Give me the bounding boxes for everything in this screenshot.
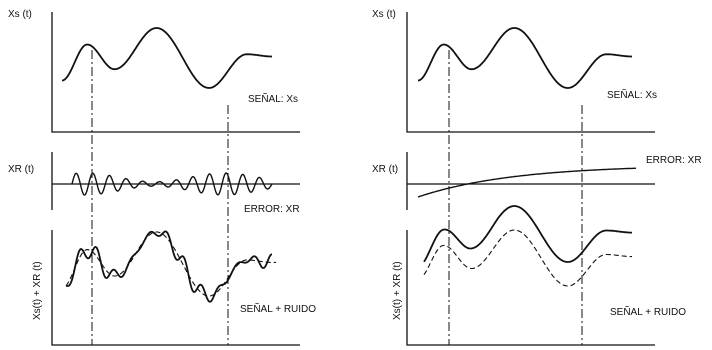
right-sum-axes (406, 230, 655, 346)
right-signal-curve (417, 27, 632, 89)
right-signal-axes (406, 12, 655, 133)
right-signal-y-label: Xs (t) (372, 9, 396, 20)
right-signal-dashed-curve (423, 229, 632, 287)
right-signal-caption: SEÑAL: Xs (607, 88, 657, 101)
left-error-caption: ERROR: XR (244, 204, 300, 215)
left-signal-axes (51, 12, 300, 133)
right-error-y-label: XR (t) (372, 164, 398, 175)
left-sum-y-label: Xs(t) + XR (t) (32, 261, 43, 320)
left-error-axes (51, 152, 300, 210)
left-sum-caption: SEÑAL + RUIDO (240, 302, 316, 315)
left-column: Xs (t) SEÑAL: Xs XR (t) ERROR: XR Xs(t) … (8, 9, 316, 346)
left-signal-caption: SEÑAL: Xs (248, 92, 298, 105)
right-error-curve (417, 167, 637, 198)
left-error-curve (71, 172, 273, 196)
right-sum-y-label: Xs(t) + XR (t) (392, 261, 403, 320)
left-sum-curve (65, 230, 272, 303)
right-error-axes (406, 152, 655, 210)
left-signal-curve (61, 27, 272, 89)
right-column: Xs (t) SEÑAL: Xs XR (t) ERROR: XR Xs(t) … (372, 9, 702, 346)
left-sum-axes (51, 230, 300, 346)
right-error-caption: ERROR: XR (646, 155, 702, 166)
left-error-y-label: XR (t) (8, 164, 34, 175)
left-signal-y-label: Xs (t) (8, 9, 32, 20)
right-sum-caption: SEÑAL + RUIDO (610, 305, 686, 318)
right-sum-curve (423, 205, 632, 263)
